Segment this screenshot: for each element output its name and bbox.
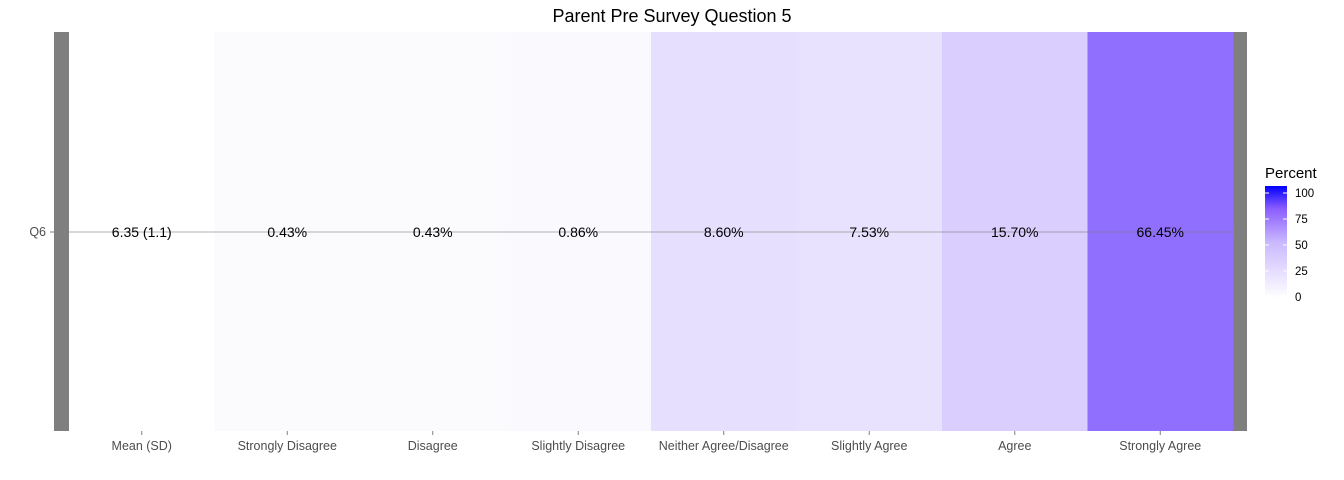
legend-tick-label: 75 <box>1295 214 1308 226</box>
y-tick-label: Q6 <box>29 225 46 239</box>
x-tick-label: Slightly Disagree <box>531 439 625 453</box>
cell-value-label: 8.60% <box>704 224 744 240</box>
cell-value-label: 15.70% <box>991 224 1038 240</box>
x-tick-label: Disagree <box>408 439 458 453</box>
legend-tick-label: 50 <box>1295 240 1308 252</box>
cell-value-label: 6.35 (1.1) <box>112 224 172 240</box>
x-tick-label: Neither Agree/Disagree <box>659 439 789 453</box>
legend-colorbar <box>1265 186 1287 298</box>
legend-title: Percent <box>1265 165 1318 182</box>
legend-tick-label: 25 <box>1295 266 1308 278</box>
cell-value-label: 7.53% <box>849 224 889 240</box>
cell-value-label: 0.86% <box>558 224 598 240</box>
x-tick-label: Slightly Agree <box>831 439 907 453</box>
x-tick-label: Agree <box>998 439 1031 453</box>
cell-value-label: 66.45% <box>1137 224 1184 240</box>
x-tick-label: Mean (SD) <box>112 439 172 453</box>
cell-value-label: 0.43% <box>413 224 453 240</box>
x-tick-label: Strongly Disagree <box>238 439 337 453</box>
x-tick-label: Strongly Agree <box>1119 439 1201 453</box>
legend-tick-label: 100 <box>1295 188 1314 200</box>
chart-title: Parent Pre Survey Question 5 <box>552 6 792 26</box>
cell-value-label: 0.43% <box>267 224 307 240</box>
legend-tick-label: 0 <box>1295 292 1301 304</box>
